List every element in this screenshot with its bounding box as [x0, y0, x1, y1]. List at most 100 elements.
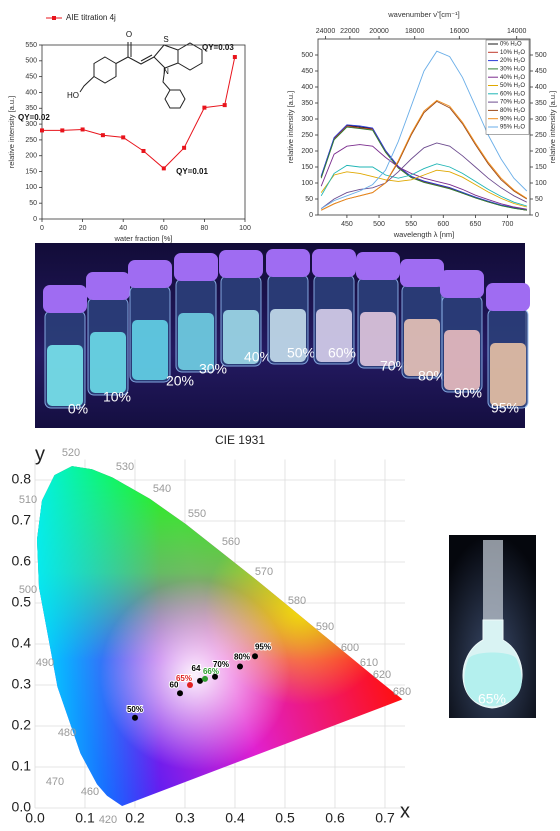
- y-tick-label: 0.5: [12, 594, 32, 610]
- y-right-tick-label: 450: [535, 68, 547, 75]
- locus-label: 580: [288, 595, 306, 607]
- chromaticity-point: [237, 664, 243, 670]
- y-right-tick-label: 350: [535, 100, 547, 107]
- vial-label: 0%: [68, 401, 88, 417]
- data-marker: [121, 135, 125, 139]
- chromaticity-point: [212, 674, 218, 680]
- vial-cap: [43, 285, 87, 313]
- y-tick-label: 400: [25, 89, 37, 96]
- point-label: 64: [192, 664, 201, 673]
- spectrum-line: [321, 164, 527, 206]
- vial-label: 95%: [491, 400, 519, 416]
- structure-atom: O: [126, 30, 132, 39]
- legend-label: AIE titration 4j: [66, 13, 116, 22]
- annotation: QY=0.02: [18, 113, 50, 122]
- locus-label: 620: [373, 669, 391, 681]
- legend-label: 80% H₂O: [500, 108, 525, 114]
- x-tick-label: 0.5: [275, 810, 295, 826]
- flask-label: 65%: [478, 691, 506, 707]
- vial-cap: [440, 270, 484, 298]
- locus-label: 470: [46, 776, 64, 788]
- x-axis-label: x: [400, 800, 410, 822]
- data-line: [42, 57, 235, 168]
- structure-atom: HO: [67, 91, 79, 100]
- x-tick-label: 650: [470, 221, 482, 228]
- y-right-tick-label: 100: [535, 180, 547, 187]
- x-tick-label: 0.3: [175, 810, 195, 826]
- data-marker: [202, 106, 206, 110]
- y-tick-label: 0.2: [12, 717, 32, 733]
- chart-title: CIE 1931: [215, 433, 265, 447]
- locus-label: 570: [255, 566, 273, 578]
- x-tick-label: 550: [405, 221, 417, 228]
- legend-label: 20% H₂O: [500, 58, 525, 64]
- legend-label: 40% H₂O: [500, 75, 525, 81]
- legend-marker: [52, 16, 56, 20]
- data-marker: [223, 103, 227, 107]
- y-tick-label: 0.4: [12, 635, 32, 651]
- data-marker: [101, 133, 105, 137]
- y-tick-label: 0: [33, 216, 37, 223]
- y-right-tick-label: 500: [535, 52, 547, 59]
- vial-liquid: [47, 345, 83, 406]
- structure-atom: S: [163, 35, 168, 44]
- vial-label: 20%: [166, 373, 194, 389]
- x2-tick-label: 22000: [340, 28, 360, 35]
- locus-label: 600: [341, 642, 359, 654]
- chromaticity-point: [252, 653, 258, 659]
- locus-label: 590: [316, 621, 334, 633]
- y-axis-label: y: [35, 443, 45, 465]
- x2-tick-label: 24000: [316, 28, 336, 35]
- x-axis-label: wavelength λ [nm]: [393, 230, 454, 239]
- locus-label: 550: [188, 508, 206, 520]
- y-tick-label: 200: [25, 153, 37, 160]
- locus-label: 520: [62, 447, 80, 459]
- vial-label: 60%: [328, 345, 356, 361]
- y-tick-label: 50: [29, 200, 37, 207]
- y-tick-label: 300: [301, 116, 313, 123]
- chromaticity-point: [177, 690, 183, 696]
- legend-label: 90% H₂O: [500, 116, 525, 122]
- y-tick-label: 500: [25, 58, 37, 65]
- vial-cap: [174, 253, 218, 281]
- vial-cap: [128, 260, 172, 288]
- y-right-axis-label: relative intensity [a.u.]: [548, 91, 557, 164]
- legend-label: 0% H₂O: [500, 42, 522, 48]
- annotation: QY=0.03: [202, 43, 234, 52]
- spectrum-line: [321, 170, 527, 207]
- x-tick-label: 0.2: [125, 810, 145, 826]
- point-label: 65%: [176, 674, 192, 683]
- annotation: QY=0.01: [176, 167, 208, 176]
- y-tick-label: 0.7: [12, 512, 32, 528]
- locus-label: 500: [19, 584, 37, 596]
- x-tick-label: 0: [40, 225, 44, 232]
- legend-label: 50% H₂O: [500, 83, 525, 89]
- y-tick-label: 450: [25, 73, 37, 80]
- vial-label: 50%: [287, 345, 315, 361]
- chromaticity-point: [132, 715, 138, 721]
- x2-tick-label: 16000: [450, 28, 470, 35]
- x-tick-label: 0.1: [75, 810, 95, 826]
- y-tick-label: 200: [301, 148, 313, 155]
- locus-label: 610: [360, 657, 378, 669]
- spectrum-line: [321, 143, 527, 209]
- vial-cap: [266, 249, 310, 277]
- y-tick-label: 250: [25, 137, 37, 144]
- data-marker: [142, 149, 146, 153]
- locus-label: 420: [99, 814, 117, 826]
- x2-tick-label: 18000: [405, 28, 425, 35]
- vial-cap: [219, 250, 263, 278]
- vial-cap: [356, 252, 400, 280]
- y-axis-label: relative intensity [a.u.]: [286, 91, 295, 164]
- gamut-layer: [37, 466, 403, 806]
- y-right-tick-label: 300: [535, 116, 547, 123]
- y-tick-label: 50: [305, 196, 313, 203]
- vial-cap: [86, 272, 130, 300]
- locus-label: 480: [58, 727, 76, 739]
- x-tick-label: 450: [341, 221, 353, 228]
- y-tick-label: 350: [25, 105, 37, 112]
- vial-cap: [486, 283, 530, 311]
- point-label: 50%: [127, 705, 143, 714]
- data-marker: [233, 55, 237, 59]
- y-tick-label: 500: [301, 52, 313, 59]
